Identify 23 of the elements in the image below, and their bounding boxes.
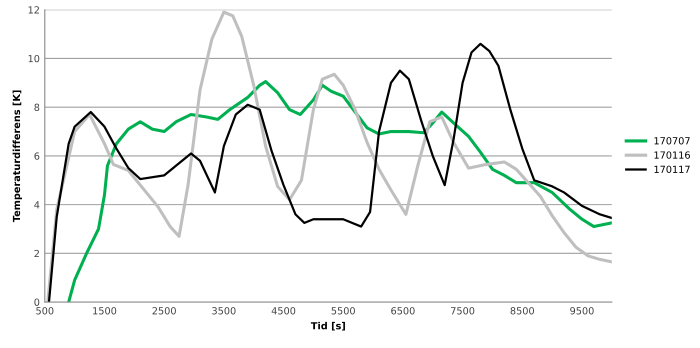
x-tick-label: 2500 bbox=[152, 307, 176, 314]
legend-label: 170117 bbox=[654, 166, 690, 173]
y-tick-label: 10 bbox=[28, 54, 40, 62]
x-tick-label: 9500 bbox=[570, 307, 594, 314]
y-tick-label: 4 bbox=[34, 201, 40, 208]
x-tick-label: 1500 bbox=[93, 307, 116, 314]
y-tick-label: 0 bbox=[34, 298, 40, 306]
x-tick-label: 3500 bbox=[212, 307, 236, 314]
x-tick-label: 7500 bbox=[451, 307, 474, 314]
y-tick-label: 6 bbox=[34, 152, 40, 160]
x-tick-label: 6500 bbox=[391, 307, 415, 314]
y-tick-label: 2 bbox=[34, 250, 39, 258]
legend-label: 170116 bbox=[654, 151, 690, 159]
y-tick-label: 8 bbox=[34, 104, 40, 112]
line-series bbox=[67, 80, 612, 302]
y-axis-title: Temperaturdifferens [K] bbox=[12, 90, 22, 222]
x-tick-label: 4500 bbox=[272, 307, 296, 314]
legend-label: 170707 bbox=[654, 137, 690, 144]
x-tick-label: 5500 bbox=[332, 307, 355, 314]
x-tick-label: 500 bbox=[36, 307, 54, 314]
x-axis-title: Tid [s] bbox=[310, 322, 345, 331]
x-tick-label: 8500 bbox=[510, 307, 534, 314]
y-tick-label: 12 bbox=[28, 6, 39, 14]
